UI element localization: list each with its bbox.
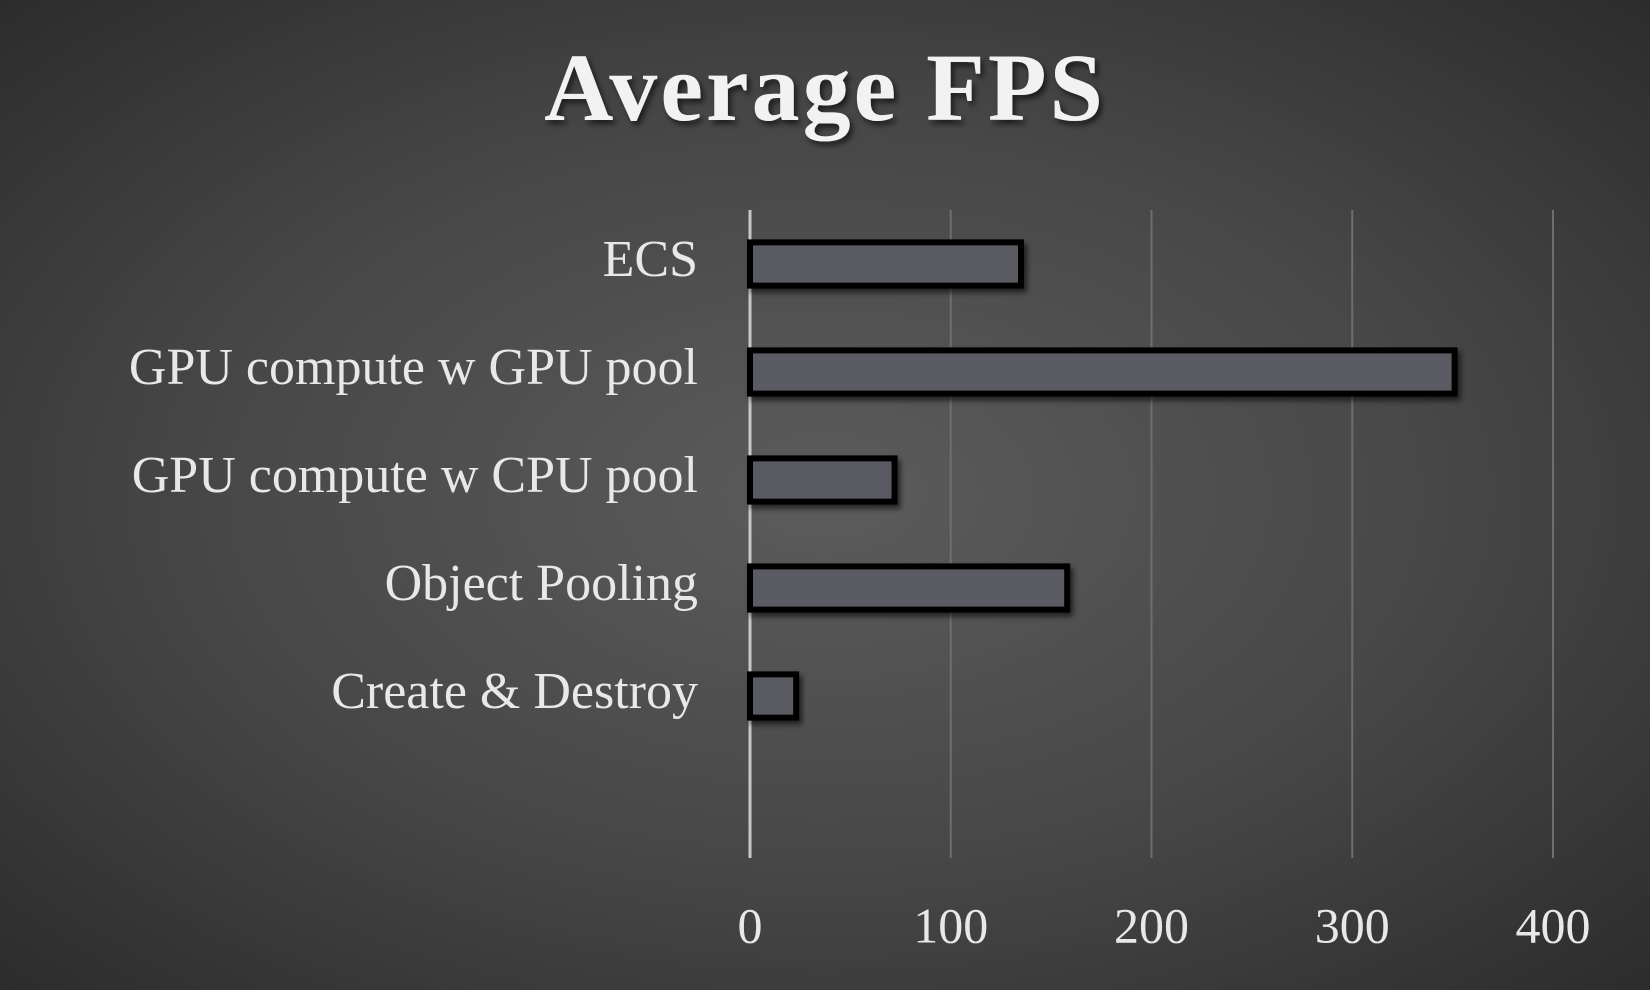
chart-title: Average FPS <box>544 34 1106 141</box>
bar <box>747 239 1025 289</box>
x-tick-label: 0 <box>738 897 763 953</box>
y-tick-label: GPU compute w CPU pool <box>132 447 698 504</box>
bar <box>747 671 800 721</box>
x-tick-label: 400 <box>1516 897 1591 953</box>
y-tick-label: GPU compute w GPU pool <box>129 339 698 396</box>
x-tick-label: 300 <box>1315 897 1390 953</box>
bar <box>747 347 1458 397</box>
y-tick-label: Create & Destroy <box>331 663 698 720</box>
x-tick-label: 200 <box>1114 897 1189 953</box>
y-tick-label: ECS <box>603 231 698 288</box>
bar <box>747 563 1071 613</box>
y-tick-label: Object Pooling <box>385 555 698 612</box>
x-tick-label: 100 <box>913 897 988 953</box>
bar <box>747 455 898 505</box>
